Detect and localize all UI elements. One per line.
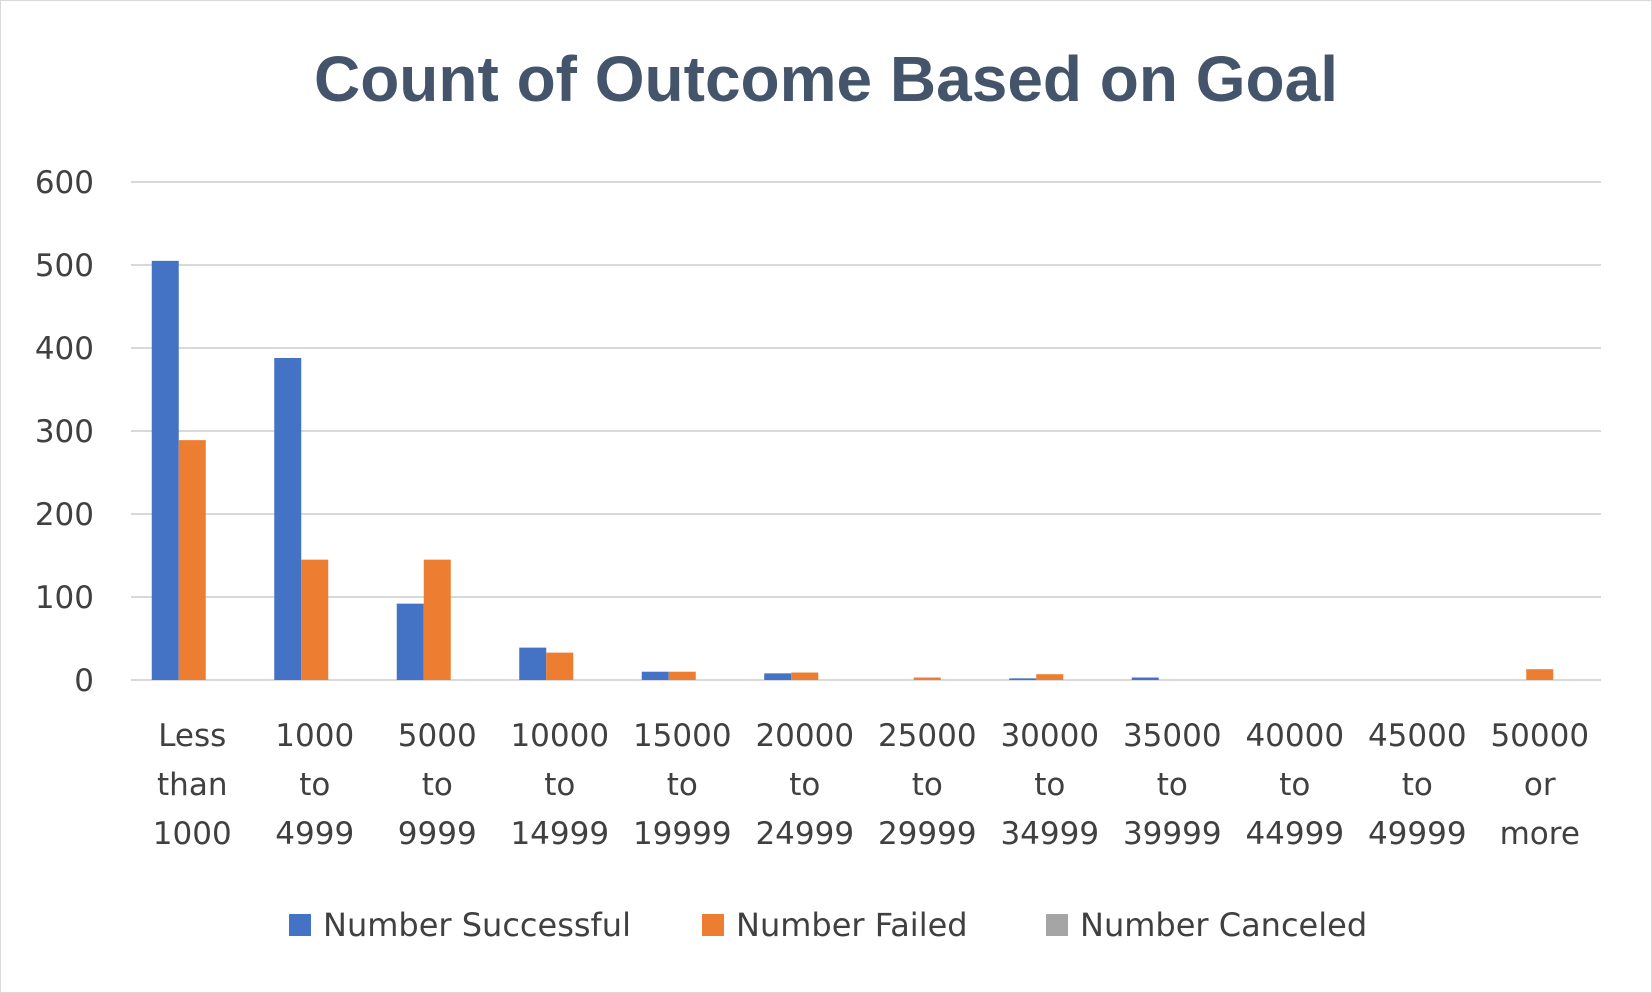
x-tick-label: to <box>1279 767 1310 803</box>
x-tick-label: Less <box>158 718 226 754</box>
x-tick-label: 24999 <box>755 816 854 852</box>
bar-successful-2 <box>396 603 424 680</box>
bar-failed-5 <box>791 672 819 680</box>
bar-successful-1 <box>274 357 302 680</box>
x-tick-label: 5000 <box>398 718 477 754</box>
x-tick-label: 15000 <box>633 718 732 754</box>
y-tick-label: 200 <box>35 497 94 533</box>
x-tick-label: 35000 <box>1123 718 1222 754</box>
bar-successful-0 <box>151 260 179 680</box>
x-tick-label: more <box>1500 816 1580 852</box>
y-axis-ticks: 0 100 200 300 400 500 600 <box>35 165 94 699</box>
x-tick-label: 25000 <box>878 718 977 754</box>
bars <box>151 260 1554 680</box>
bar-successful-5 <box>764 673 792 680</box>
bar-successful-7 <box>1009 678 1037 680</box>
bar-failed-1 <box>301 559 329 680</box>
x-tick-label: to <box>299 767 330 803</box>
x-tick-label: or <box>1524 767 1556 803</box>
x-axis-ticks: Less than 1000 1000 to 4999 5000 to 9999 10000 to 1… <box>153 718 1589 852</box>
legend-label-successful: Number Successful <box>323 906 631 944</box>
bar-failed-4 <box>668 671 696 680</box>
y-tick-label: 600 <box>35 165 94 201</box>
bar-failed-7 <box>1036 674 1064 680</box>
bar-failed-11 <box>1526 669 1554 680</box>
x-tick-label: to <box>789 767 820 803</box>
x-tick-label: 29999 <box>878 816 977 852</box>
y-tick-label: 500 <box>35 248 94 284</box>
y-tick-label: 300 <box>35 414 94 450</box>
bar-successful-4 <box>641 671 669 680</box>
y-tick-label: 0 <box>74 663 94 699</box>
bar-failed-0 <box>178 440 206 680</box>
x-tick-label: than <box>157 767 227 803</box>
legend-swatch-successful <box>289 914 311 936</box>
x-tick-label: 40000 <box>1245 718 1344 754</box>
x-tick-label: 19999 <box>633 816 732 852</box>
x-tick-label: 1000 <box>153 816 232 852</box>
x-tick-label: 1000 <box>275 718 354 754</box>
legend-swatch-failed <box>702 914 724 936</box>
x-tick-label: 10000 <box>510 718 609 754</box>
x-tick-label: to <box>667 767 698 803</box>
x-tick-label: 30000 <box>1000 718 1099 754</box>
x-tick-label: 14999 <box>510 816 609 852</box>
legend-label-failed: Number Failed <box>736 906 968 944</box>
y-tick-label: 400 <box>35 331 94 367</box>
x-tick-label: 45000 <box>1368 718 1467 754</box>
x-tick-label: 49999 <box>1368 816 1467 852</box>
x-tick-label: 44999 <box>1245 816 1344 852</box>
x-tick-label: 20000 <box>755 718 854 754</box>
gridlines <box>131 181 1601 681</box>
legend-label-canceled: Number Canceled <box>1080 906 1367 944</box>
chart-title: Count of Outcome Based on Goal <box>314 43 1338 115</box>
bar-successful-3 <box>519 647 547 680</box>
x-tick-label: 50000 <box>1490 718 1589 754</box>
x-tick-label: to <box>912 767 943 803</box>
x-tick-label: to <box>1402 767 1433 803</box>
x-tick-label: 39999 <box>1123 816 1222 852</box>
bar-failed-3 <box>546 652 574 680</box>
y-tick-label: 100 <box>35 580 94 616</box>
bar-failed-6 <box>913 677 941 680</box>
x-tick-label: to <box>422 767 453 803</box>
x-tick-label: to <box>1034 767 1065 803</box>
legend-swatch-canceled <box>1046 914 1068 936</box>
bar-failed-2 <box>423 559 451 680</box>
bar-successful-8 <box>1131 677 1159 680</box>
x-tick-label: 34999 <box>1000 816 1099 852</box>
x-tick-label: to <box>1157 767 1188 803</box>
x-tick-label: 9999 <box>398 816 477 852</box>
legend: Number Successful Number Failed Number Can… <box>289 906 1367 944</box>
x-tick-label: 4999 <box>275 816 354 852</box>
x-tick-label: to <box>544 767 575 803</box>
